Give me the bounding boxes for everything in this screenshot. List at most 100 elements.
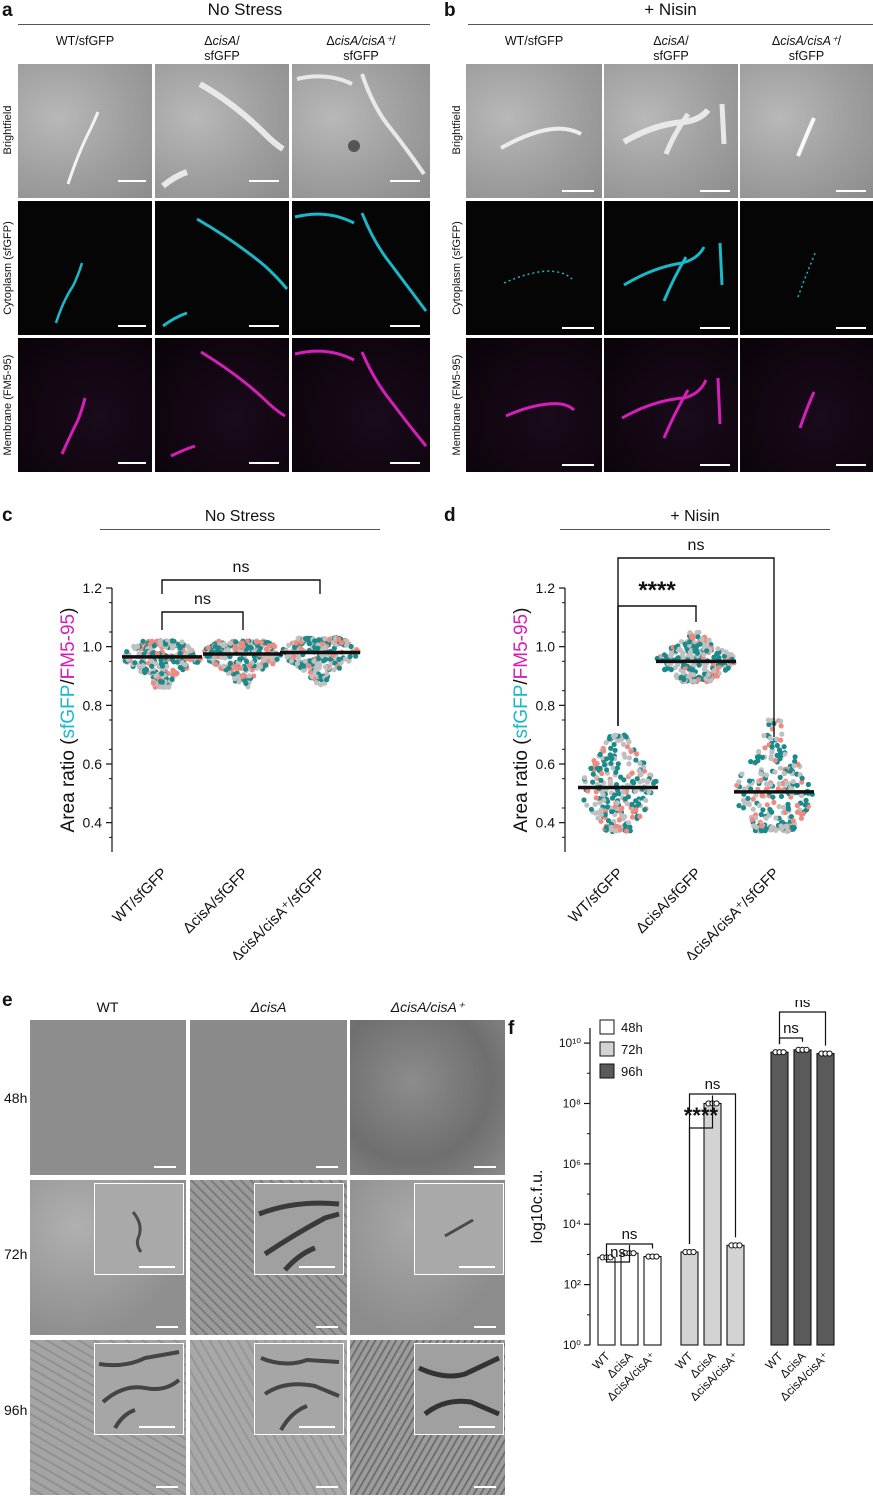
data-point <box>221 642 227 649</box>
y-axis-label: Area ratio (sfGFP/FM5-95) <box>58 608 79 833</box>
comparison-label: ns <box>233 559 250 576</box>
data-point <box>177 650 183 657</box>
panel-b-col-2: ΔcisA/sfGFP <box>653 34 689 63</box>
panel-b-row-brightfield: Brightfield <box>451 105 463 155</box>
panel-e-row-96h: 96h <box>4 1402 28 1418</box>
data-point <box>805 781 811 788</box>
data-point <box>623 734 629 740</box>
data-point <box>772 757 778 764</box>
legend-label: 48h <box>621 1020 643 1035</box>
comparison-bracket <box>161 611 244 630</box>
x-tick-label: WT/sfGFP <box>565 865 627 927</box>
panel-a-row-brightfield: Brightfield <box>2 105 14 155</box>
panel-b-col-3: ΔcisA/cisA⁺/sfGFP <box>771 34 842 63</box>
data-point <box>701 651 707 658</box>
data-point <box>611 741 617 748</box>
data-point <box>799 779 805 785</box>
image-b-gfp-wt <box>466 201 602 335</box>
legend-label: 72h <box>621 1042 643 1057</box>
data-point <box>592 801 598 807</box>
data-point <box>763 772 770 778</box>
image-e-72h-wt <box>30 1180 186 1335</box>
data-point <box>609 755 615 762</box>
data-point <box>773 815 779 821</box>
data-point <box>604 767 610 773</box>
data-point <box>781 770 787 776</box>
data-point <box>629 778 636 785</box>
data-point <box>205 645 211 651</box>
data-point <box>597 800 603 806</box>
y-tick-label: 10⁰ <box>563 1338 581 1352</box>
data-point <box>752 759 759 765</box>
data-point <box>295 654 301 661</box>
data-point <box>593 795 599 801</box>
data-point <box>705 672 711 678</box>
image-e-96h-comp <box>350 1340 505 1495</box>
data-point <box>242 666 249 672</box>
data-point <box>132 660 138 666</box>
data-point <box>763 815 769 821</box>
data-point <box>158 657 164 663</box>
data-point <box>284 654 290 660</box>
image-b-bf-wt <box>466 64 602 198</box>
data-point <box>324 677 330 683</box>
panel-e-col-wt: WT <box>96 999 119 1015</box>
data-point <box>748 759 754 765</box>
y-axis-label-part: sfGFP <box>58 685 79 739</box>
panel-f-letter: f <box>508 1018 515 1039</box>
data-point <box>721 653 727 659</box>
data-point <box>227 661 233 667</box>
y-axis-label-part: ) <box>511 608 532 614</box>
panel-d-title: + Nisin <box>670 508 720 525</box>
panel-a-row-membrane: Membrane (FM5-95) <box>2 354 14 456</box>
data-point <box>615 761 621 767</box>
data-point <box>601 797 607 803</box>
data-point <box>629 770 635 776</box>
comparison-bracket <box>617 557 775 737</box>
comparison-bracket <box>778 1011 827 1046</box>
data-point <box>234 666 240 672</box>
data-point <box>778 718 784 724</box>
data-point <box>750 806 756 812</box>
data-point <box>182 662 188 668</box>
data-point <box>140 638 146 644</box>
data-point <box>773 827 779 833</box>
data-point <box>753 792 759 798</box>
data-point <box>594 765 600 771</box>
panel-a-title-rule <box>18 24 430 25</box>
data-point <box>776 803 782 810</box>
bar <box>770 1051 789 1346</box>
data-point <box>166 684 172 690</box>
data-point <box>620 741 627 747</box>
data-point <box>707 677 713 684</box>
inset-e-96h-comp <box>414 1343 504 1435</box>
data-point <box>800 811 806 817</box>
data-point <box>778 737 784 743</box>
data-point <box>330 653 336 659</box>
data-point <box>212 661 219 667</box>
data-point <box>769 749 775 755</box>
data-point <box>690 672 697 678</box>
panel-a-col-3: ΔcisA/cisA⁺/sfGFP <box>326 34 396 63</box>
panel-a-letter: a <box>2 0 13 21</box>
y-tick-label: 1.0 <box>83 639 103 655</box>
panel-c-title-rule <box>100 529 380 530</box>
data-point <box>634 776 640 782</box>
y-axis-label-part: FM5-95 <box>58 614 79 679</box>
panel-a-col-2: ΔcisA/sfGFP <box>204 34 240 63</box>
image-e-96h-wt <box>30 1340 186 1495</box>
data-point <box>174 670 180 676</box>
data-point <box>124 649 130 655</box>
y-tick-label: 10⁶ <box>563 1157 581 1171</box>
panel-d-letter: d <box>444 505 456 526</box>
data-point <box>186 645 192 651</box>
data-point <box>157 678 164 685</box>
data-point <box>581 797 587 803</box>
data-point <box>604 825 610 831</box>
data-point <box>695 677 702 683</box>
data-point <box>697 641 703 647</box>
image-a-bf-wt <box>18 64 152 198</box>
image-a-gfp-comp <box>292 201 430 335</box>
data-point <box>750 796 756 802</box>
replicate-point <box>630 1250 637 1257</box>
